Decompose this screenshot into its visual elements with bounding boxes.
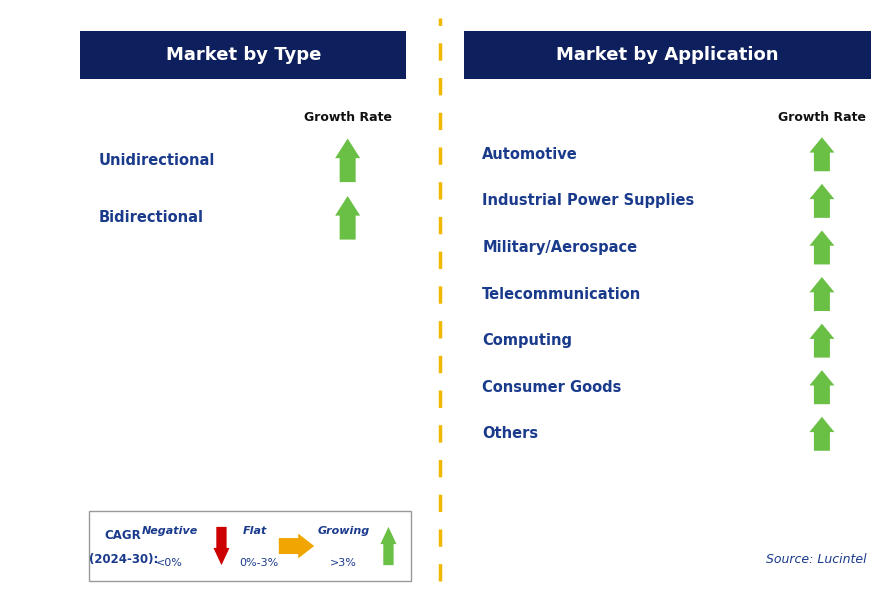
Text: Market by Application: Market by Application — [556, 46, 779, 64]
Text: Growth Rate: Growth Rate — [778, 111, 866, 125]
Text: Automotive: Automotive — [482, 147, 578, 162]
Polygon shape — [809, 417, 834, 451]
Text: Growing: Growing — [318, 526, 370, 535]
Text: Source: Lucintel: Source: Lucintel — [765, 553, 866, 566]
Text: Flat: Flat — [242, 526, 267, 535]
Text: Computing: Computing — [482, 333, 572, 348]
Text: Unidirectional: Unidirectional — [98, 153, 214, 168]
Polygon shape — [809, 137, 834, 171]
Polygon shape — [809, 231, 834, 264]
Text: Telecommunication: Telecommunication — [482, 287, 641, 301]
FancyBboxPatch shape — [464, 31, 871, 79]
Polygon shape — [213, 527, 230, 565]
Polygon shape — [809, 184, 834, 218]
Text: Market by Type: Market by Type — [166, 46, 321, 64]
Text: Military/Aerospace: Military/Aerospace — [482, 240, 638, 255]
Text: <0%: <0% — [156, 558, 183, 569]
Polygon shape — [335, 139, 360, 182]
Polygon shape — [809, 370, 834, 404]
Text: Bidirectional: Bidirectional — [98, 211, 204, 225]
Text: Negative: Negative — [142, 526, 197, 535]
Polygon shape — [809, 277, 834, 311]
Polygon shape — [809, 324, 834, 358]
FancyBboxPatch shape — [88, 511, 412, 581]
Polygon shape — [335, 196, 360, 240]
FancyBboxPatch shape — [80, 31, 406, 79]
Text: 0%-3%: 0%-3% — [239, 558, 279, 569]
Polygon shape — [279, 534, 314, 558]
Polygon shape — [380, 527, 396, 565]
Text: Consumer Goods: Consumer Goods — [482, 380, 622, 394]
Text: >3%: >3% — [330, 558, 357, 569]
Text: Growth Rate: Growth Rate — [304, 111, 392, 125]
Text: (2024-30):: (2024-30): — [88, 554, 158, 566]
Text: CAGR: CAGR — [104, 529, 142, 542]
Text: Industrial Power Supplies: Industrial Power Supplies — [482, 194, 695, 208]
Text: Others: Others — [482, 427, 538, 441]
